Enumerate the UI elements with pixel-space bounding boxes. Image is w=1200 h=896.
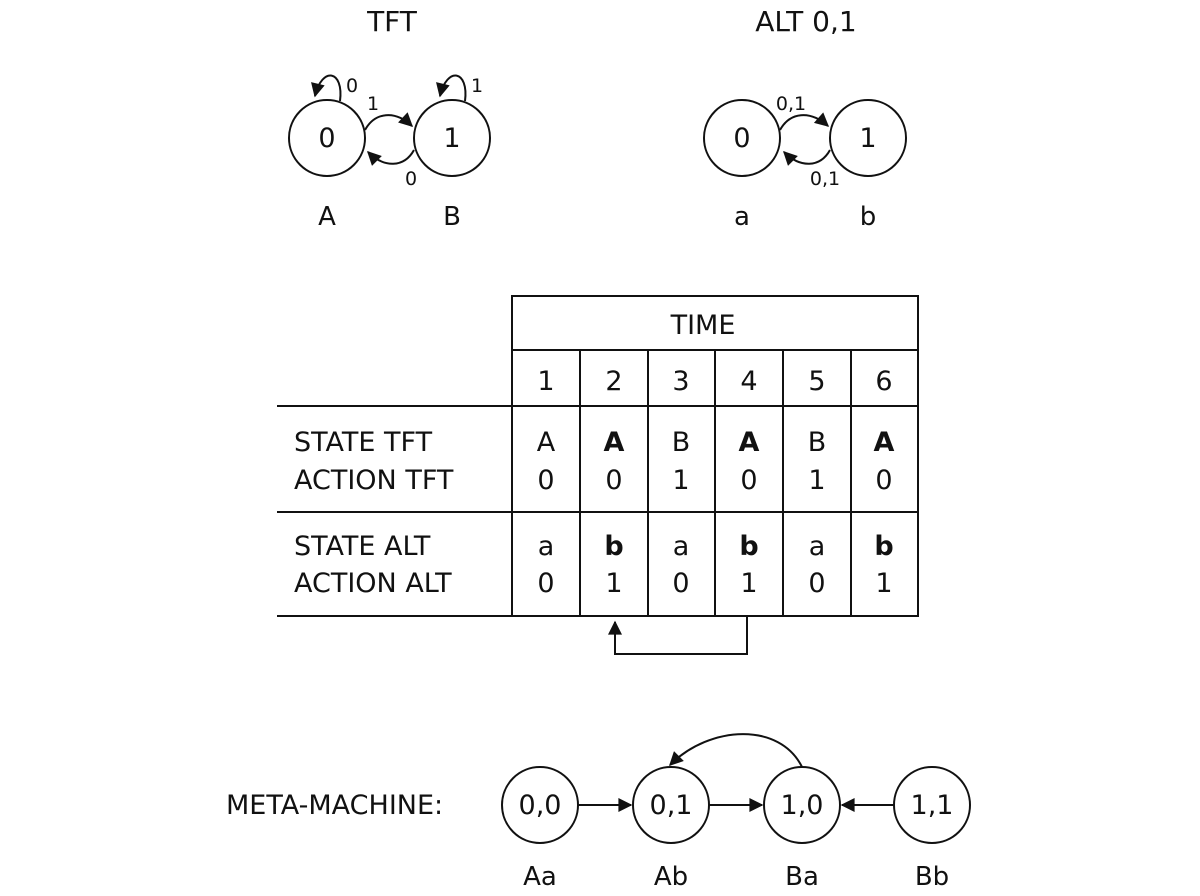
alt-state-1-name: b [860, 202, 877, 232]
action-cell: 1 [672, 465, 689, 496]
alt-state-0-name: a [734, 202, 750, 232]
tft-forward-arrow [364, 112, 414, 131]
action-cell: 0 [672, 568, 689, 599]
time-column-header: 4 [740, 366, 757, 397]
state-cell: B [672, 427, 691, 458]
meta-node-3-name: Bb [915, 862, 949, 892]
meta-machine: META-MACHINE: 0,0 0,1 1,0 1,1 Aa Ab Ba B… [226, 733, 971, 892]
state-cell: B [808, 427, 827, 458]
alt-forward-label: 0,1 [776, 93, 806, 115]
state-cell: a [538, 531, 555, 562]
action-cell: 1 [808, 465, 825, 496]
tft-state-0-name: A [318, 202, 336, 232]
tft-forward-label: 1 [367, 93, 379, 115]
action-cell: 0 [605, 465, 622, 496]
state-cell: A [739, 427, 760, 458]
alt-state-1-node [829, 99, 907, 177]
state-cell: a [809, 531, 826, 562]
tft-state-0-node [288, 99, 366, 177]
tft-self-loop-1-label: 1 [471, 75, 483, 97]
row-label-state-alt: STATE ALT [294, 531, 431, 562]
cycle-arrow [608, 616, 748, 655]
meta-node-1-value: 0,1 [650, 790, 693, 821]
alt-forward-arrow [779, 112, 830, 131]
alt-back-label: 0,1 [810, 168, 840, 190]
tft-title: TFT [366, 5, 418, 38]
alt-title: ALT 0,1 [755, 5, 856, 38]
action-cell: 0 [740, 465, 757, 496]
time-column-header: 2 [605, 366, 622, 397]
tft-state-1-node [413, 99, 491, 177]
state-cell: b [874, 531, 893, 562]
action-cell: 0 [875, 465, 892, 496]
tft-state-0-value: 0 [318, 123, 335, 154]
action-cell: 1 [875, 568, 892, 599]
tft-machine: TFT 0 1 0 1 1 0 A B [288, 5, 491, 232]
tft-state-1-name: B [443, 202, 461, 232]
alt-state-0-value: 0 [733, 123, 750, 154]
time-column-header: 5 [808, 366, 825, 397]
tft-self-loop-0-label: 0 [346, 75, 358, 97]
row-label-action-tft: ACTION TFT [294, 465, 454, 496]
meta-node-1-name: Ab [654, 862, 688, 892]
meta-node-2-value: 1,0 [781, 790, 824, 821]
action-cell: 1 [740, 568, 757, 599]
action-cell: 0 [537, 465, 554, 496]
meta-node-3-value: 1,1 [911, 790, 954, 821]
time-column-header: 6 [875, 366, 892, 397]
meta-machine-label: META-MACHINE: [226, 790, 443, 821]
alt-back-arrow [783, 149, 831, 166]
state-cell: A [537, 427, 556, 458]
table-cells: 1 2 3 4 5 6 A 0 A 0 B 1 A 0 B 1 A 0 a 0 b 1 a 0 b 1 a 0 b 1 [537, 366, 895, 599]
action-cell: 0 [808, 568, 825, 599]
time-column-header: 3 [672, 366, 689, 397]
action-cell: 0 [537, 568, 554, 599]
meta-node-0-value: 0,0 [519, 790, 562, 821]
meta-arrow-2-to-1 [669, 733, 803, 768]
tft-back-label: 0 [405, 168, 417, 190]
alt-state-0-node [703, 99, 781, 177]
row-label-action-alt: ACTION ALT [294, 568, 452, 599]
time-table: TIME STATE TFT ACTION TFT STATE ALT ACTI… [277, 295, 919, 655]
action-cell: 1 [605, 568, 622, 599]
state-cell: a [673, 531, 690, 562]
row-label-state-tft: STATE TFT [294, 427, 433, 458]
tft-back-arrow [367, 149, 415, 166]
meta-node-2-name: Ba [785, 862, 819, 892]
time-column-header: 1 [537, 366, 554, 397]
time-header: TIME [670, 310, 736, 341]
meta-node-0-name: Aa [523, 862, 557, 892]
state-cell: A [604, 427, 625, 458]
alt-machine: ALT 0,1 0 1 0,1 0,1 a b [703, 5, 907, 232]
tft-self-loop-1-arrow [436, 74, 467, 102]
alt-state-1-value: 1 [859, 123, 876, 154]
state-cell: A [874, 427, 895, 458]
tft-self-loop-0-arrow [311, 74, 342, 102]
state-cell: b [739, 531, 758, 562]
state-cell: b [604, 531, 623, 562]
tft-state-1-value: 1 [443, 123, 460, 154]
